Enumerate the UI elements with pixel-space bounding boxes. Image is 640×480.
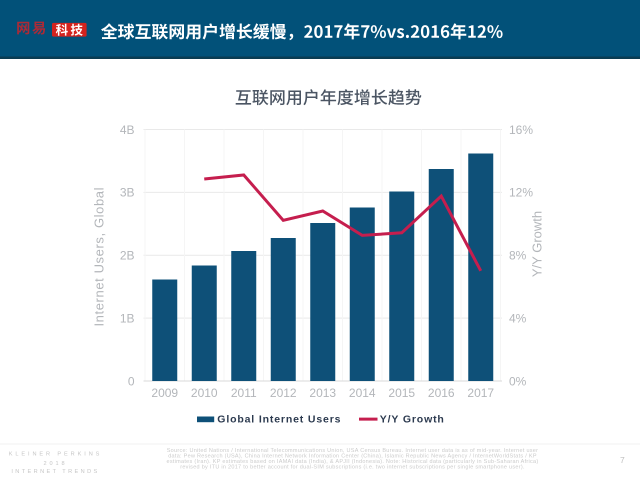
svg-text:2009: 2009 (151, 386, 178, 400)
svg-text:revised by ITU in 2017 to bett: revised by ITU in 2017 to better account… (180, 465, 525, 471)
svg-text:2010: 2010 (191, 386, 218, 400)
svg-text:2018: 2018 (43, 461, 67, 467)
svg-text:2014: 2014 (349, 386, 376, 400)
svg-text:8%: 8% (509, 249, 527, 263)
svg-text:2B: 2B (120, 249, 135, 263)
svg-text:0: 0 (128, 374, 135, 388)
svg-text:1B: 1B (120, 311, 135, 325)
svg-text:2012: 2012 (270, 386, 297, 400)
svg-text:data: Pew Research (USA), Chin: data: Pew Research (USA), China Internet… (168, 454, 537, 460)
svg-text:Global Internet Users: Global Internet Users (217, 413, 341, 425)
svg-text:0%: 0% (509, 374, 527, 388)
svg-text:Source: United Nations / Inter: Source: United Nations / International T… (167, 448, 539, 454)
svg-text:4%: 4% (509, 311, 527, 325)
svg-text:Internet Users, Global: Internet Users, Global (92, 187, 107, 327)
svg-text:2011: 2011 (231, 386, 257, 400)
svg-text:INTERNET TRENDS: INTERNET TRENDS (11, 469, 99, 475)
svg-text:KLEINER PERKINS: KLEINER PERKINS (9, 452, 103, 458)
svg-text:16%: 16% (509, 123, 533, 137)
svg-text:2015: 2015 (388, 386, 415, 400)
svg-text:2017: 2017 (467, 386, 494, 400)
svg-text:2016: 2016 (428, 386, 455, 400)
svg-text:3B: 3B (120, 186, 135, 200)
svg-text:Y/Y Growth: Y/Y Growth (530, 211, 545, 277)
svg-text:2013: 2013 (309, 386, 336, 400)
svg-text:estimates (Iran). KP estimates: estimates (Iran). KP estimates based on … (166, 459, 538, 465)
svg-text:Y/Y Growth: Y/Y Growth (380, 413, 445, 425)
svg-text:7: 7 (620, 455, 625, 465)
svg-text:4B: 4B (120, 123, 135, 137)
svg-text:12%: 12% (509, 186, 533, 200)
